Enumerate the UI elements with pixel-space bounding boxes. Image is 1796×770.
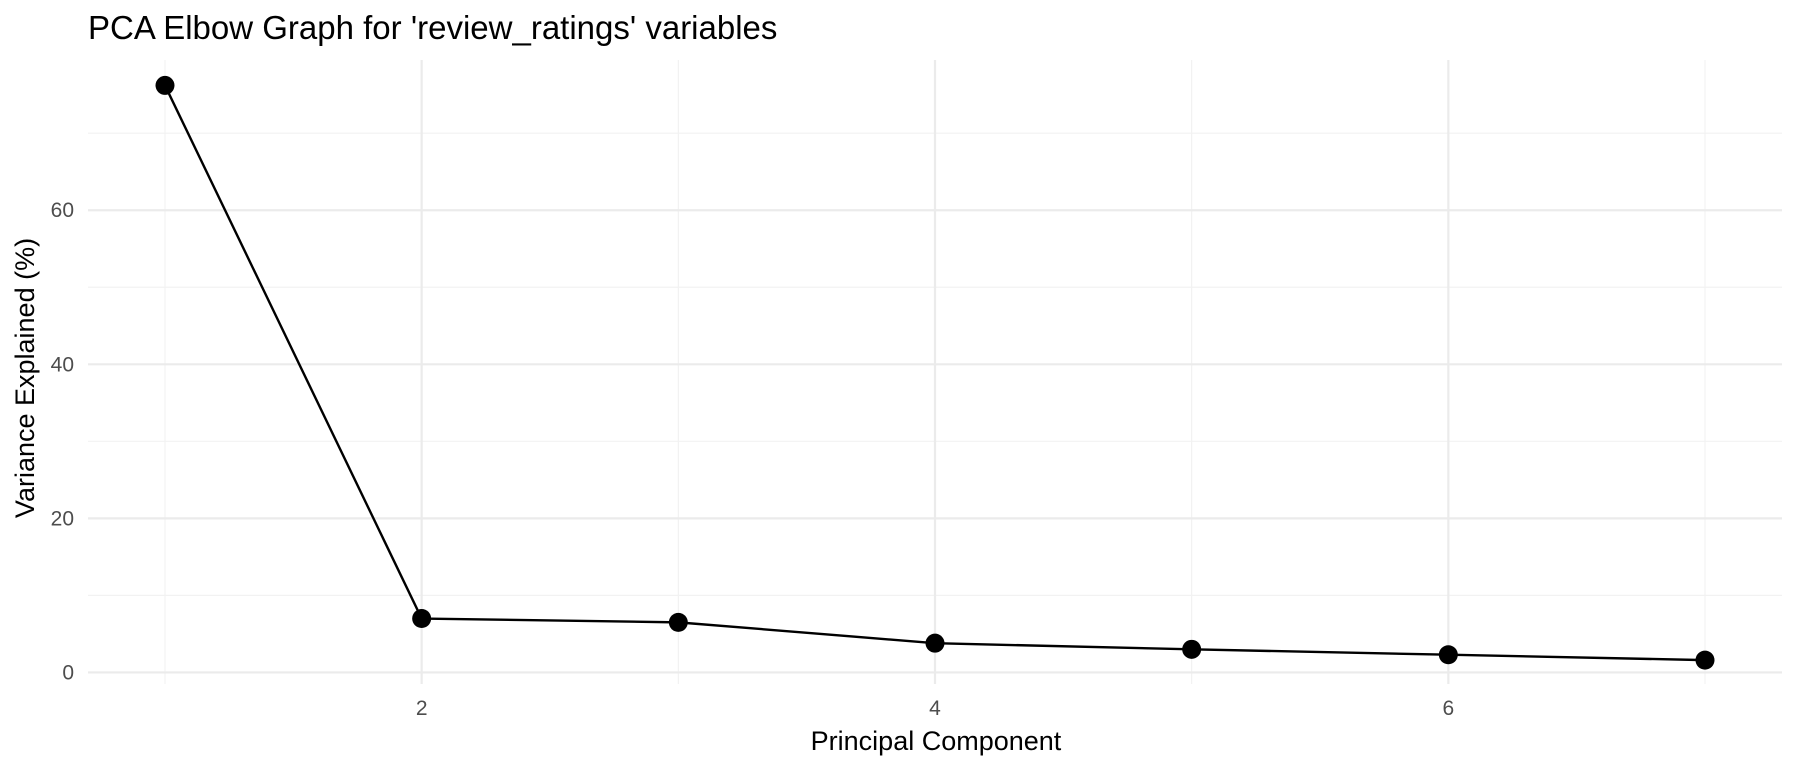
- x-tick-label-6: 6: [1442, 697, 1454, 720]
- y-tick-label-0: 0: [62, 661, 74, 684]
- y-tick-label-60: 60: [51, 199, 74, 222]
- y-tick-label-40: 40: [51, 353, 74, 376]
- y-tick-label-20: 20: [51, 507, 74, 530]
- x-axis-title: Principal Component: [811, 726, 1062, 756]
- chart-title: PCA Elbow Graph for 'review_ratings' var…: [88, 9, 777, 46]
- y-axis-title: Variance Explained (%): [10, 238, 40, 518]
- x-tick-label-4: 4: [929, 697, 941, 720]
- data-point-pc6: [1438, 645, 1458, 665]
- x-axis-tick-labels: 2 4 6: [416, 697, 1454, 720]
- data-point-pc7: [1695, 650, 1715, 670]
- data-point-pc2: [412, 609, 432, 629]
- data-point-pc4: [925, 633, 945, 653]
- y-axis-tick-labels: 0 20 40 60: [51, 199, 74, 684]
- data-point-pc3: [668, 612, 688, 632]
- data-points: [155, 75, 1715, 670]
- major-gridlines: [88, 60, 1782, 684]
- x-tick-label-2: 2: [416, 697, 428, 720]
- data-point-pc1: [155, 75, 175, 95]
- data-point-pc5: [1182, 639, 1202, 659]
